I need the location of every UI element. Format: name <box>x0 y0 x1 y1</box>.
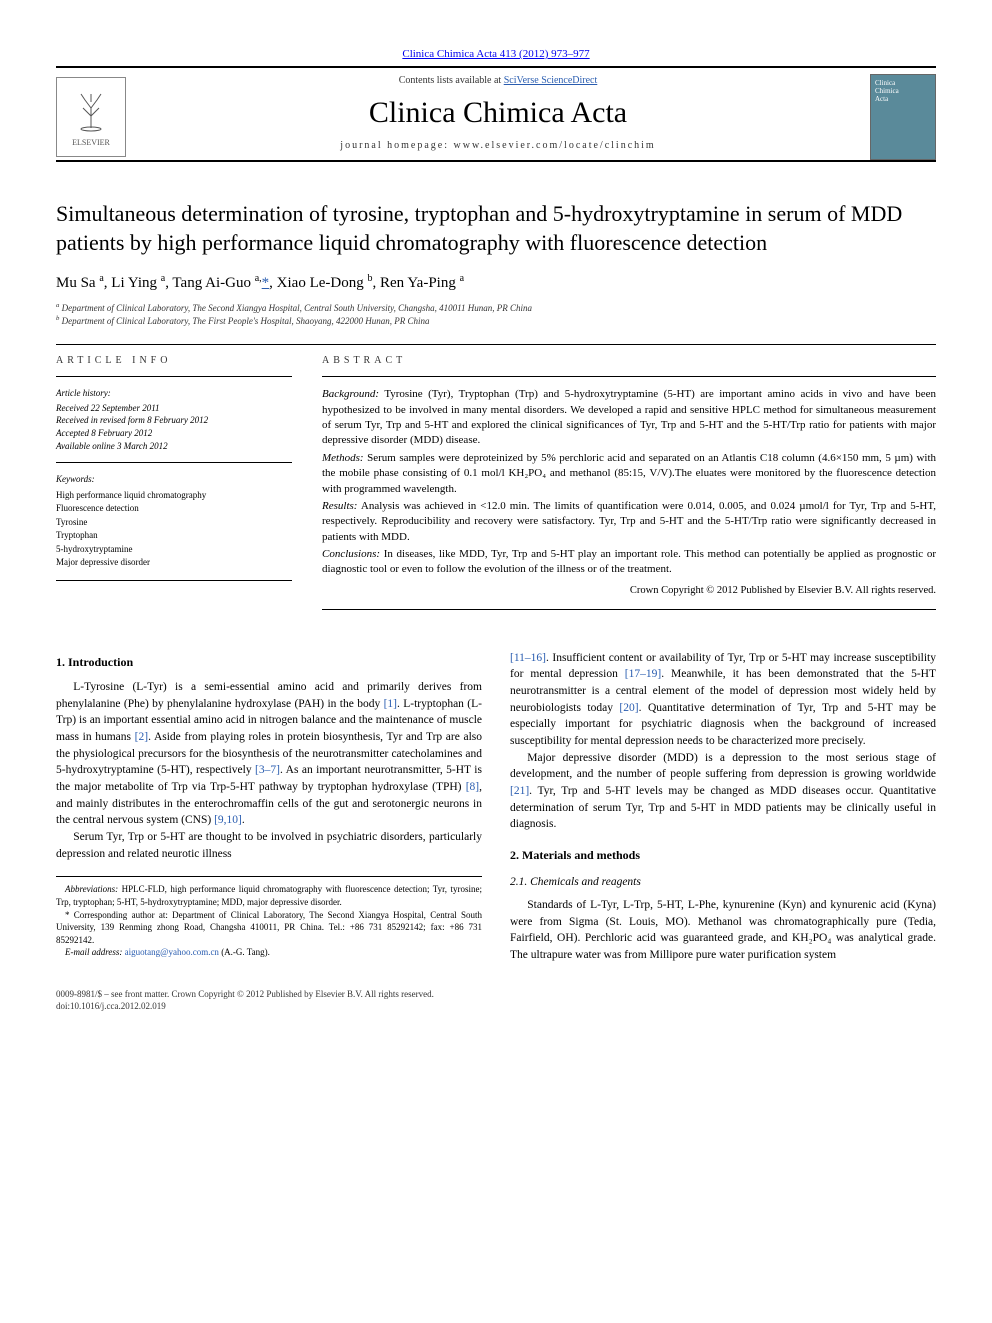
keyword: Tyrosine <box>56 517 87 527</box>
abstract-body: Background: Tyrosine (Tyr), Tryptophan (… <box>322 387 936 598</box>
keyword: High performance liquid chromatography <box>56 490 206 500</box>
footnotes: Abbreviations: HPLC-FLD, high performanc… <box>56 876 482 959</box>
masthead-center: Contents lists available at SciVerse Sci… <box>138 75 858 159</box>
keywords-header: Keywords: <box>56 473 292 487</box>
email-suffix: (A.-G. Tang). <box>219 947 270 957</box>
article-title: Simultaneous determination of tyrosine, … <box>56 200 936 257</box>
info-abstract-row: ARTICLE INFO Article history: Received 2… <box>56 355 936 619</box>
article-history: Article history: Received 22 September 2… <box>56 387 292 452</box>
abs-methods-text: Serum samples were deproteinized by 5% p… <box>322 452 936 495</box>
journal-homepage: journal homepage: www.elsevier.com/locat… <box>138 140 858 151</box>
article-info-label: ARTICLE INFO <box>56 355 292 366</box>
divider <box>322 376 936 377</box>
affiliation-b: b Department of Clinical Laboratory, The… <box>56 315 936 326</box>
page-footer: 0009-8981/$ – see front matter. Crown Co… <box>56 988 936 1013</box>
abs-results-text: Analysis was achieved in <12.0 min. The … <box>322 500 936 543</box>
footer-doi: doi:10.1016/j.cca.2012.02.019 <box>56 1000 936 1013</box>
article-body: 1. Introduction L-Tyrosine (L-Tyr) is a … <box>56 650 936 964</box>
author-list: Mu Sa a, Li Ying a, Tang Ai-Guo a,*, Xia… <box>56 273 936 292</box>
footer-copyright: 0009-8981/$ – see front matter. Crown Co… <box>56 988 936 1001</box>
sciencedirect-link[interactable]: SciVerse ScienceDirect <box>504 75 598 86</box>
abstract-column: ABSTRACT Background: Tyrosine (Tyr), Try… <box>322 355 936 619</box>
masthead: ELSEVIER Contents lists available at Sci… <box>56 66 936 162</box>
intro-p4: Major depressive disorder (MDD) is a dep… <box>510 750 936 833</box>
journal-title: Clinica Chimica Acta <box>138 96 858 130</box>
journal-cover-thumb: Clinica Chimica Acta <box>870 74 936 160</box>
elsevier-tree-icon <box>71 88 111 138</box>
abs-methods-lead: Methods: <box>322 452 364 464</box>
history-online: Available online 3 March 2012 <box>56 441 168 451</box>
history-accepted: Accepted 8 February 2012 <box>56 428 152 438</box>
keyword: Tryptophan <box>56 530 98 540</box>
divider <box>56 580 292 581</box>
intro-p1: L-Tyrosine (L-Tyr) is a semi-essential a… <box>56 679 482 829</box>
journal-citation-top: Clinica Chimica Acta 413 (2012) 973–977 <box>56 48 936 60</box>
s2-1-p1: Standards of L-Tyr, L-Trp, 5-HT, L-Phe, … <box>510 897 936 964</box>
abbrev-lead: Abbreviations: <box>65 884 118 894</box>
intro-p2: Serum Tyr, Trp or 5-HT are thought to be… <box>56 829 482 862</box>
section-1-title: 1. Introduction <box>56 654 482 671</box>
elsevier-label: ELSEVIER <box>72 138 110 147</box>
keyword: 5-hydroxytryptamine <box>56 544 132 554</box>
corr-email-link[interactable]: aiguotang@yahoo.com.cn <box>122 947 219 957</box>
section-2-title: 2. Materials and methods <box>510 847 936 864</box>
elsevier-logo: ELSEVIER <box>56 77 126 157</box>
affiliation-a: a Department of Clinical Laboratory, The… <box>56 302 936 313</box>
keywords: Keywords: High performance liquid chroma… <box>56 473 292 570</box>
abs-results-lead: Results: <box>322 500 357 512</box>
abstract-copyright: Crown Copyright © 2012 Published by Else… <box>322 584 936 599</box>
contents-prefix: Contents lists available at <box>399 75 504 86</box>
affiliations: a Department of Clinical Laboratory, The… <box>56 302 936 326</box>
corr-text: Corresponding author at: Department of C… <box>56 910 482 945</box>
email-lead: E-mail address: <box>65 947 122 957</box>
section-2-1-title: 2.1. Chemicals and reagents <box>510 874 936 891</box>
keyword: Fluorescence detection <box>56 503 139 513</box>
keyword: Major depressive disorder <box>56 557 150 567</box>
divider <box>322 609 936 610</box>
article-info-column: ARTICLE INFO Article history: Received 2… <box>56 355 292 619</box>
divider <box>56 462 292 463</box>
contents-line: Contents lists available at SciVerse Sci… <box>138 75 858 86</box>
abs-conclusions-text: In diseases, like MDD, Tyr, Trp and 5-HT… <box>322 548 936 575</box>
history-header: Article history: <box>56 387 292 400</box>
divider <box>56 376 292 377</box>
abbrev-text: HPLC-FLD, high performance liquid chroma… <box>56 884 482 907</box>
abstract-label: ABSTRACT <box>322 355 936 366</box>
divider <box>56 344 936 345</box>
abs-background-lead: Background: <box>322 388 379 400</box>
abs-background-text: Tyrosine (Tyr), Tryptophan (Trp) and 5-h… <box>322 388 936 446</box>
history-received: Received 22 September 2011 <box>56 403 160 413</box>
journal-citation-link[interactable]: Clinica Chimica Acta 413 (2012) 973–977 <box>402 48 589 60</box>
abs-conclusions-lead: Conclusions: <box>322 548 380 560</box>
history-revised: Received in revised form 8 February 2012 <box>56 415 208 425</box>
intro-p3: [11–16]. Insufficient content or availab… <box>510 650 936 750</box>
